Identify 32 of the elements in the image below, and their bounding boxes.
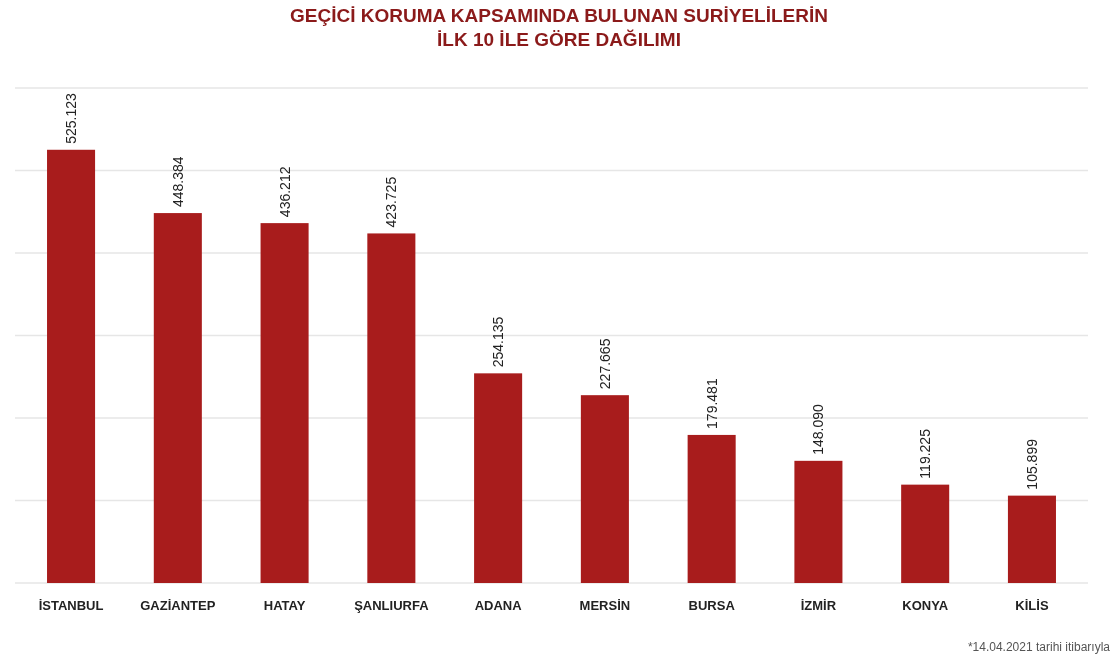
x-tick-label: KİLİS: [1015, 598, 1049, 614]
data-label: 525.123: [63, 92, 80, 144]
x-tick-label: İZMİR: [800, 598, 837, 614]
text: *14.04.2021 tarihi itibarıyla: [967, 640, 1111, 654]
data-label: 105.899: [1023, 438, 1040, 490]
data-label: 436.212: [276, 166, 293, 218]
bar: [47, 149, 96, 583]
bar: [1007, 495, 1056, 583]
data-label: 119.225: [917, 428, 934, 479]
x-tick-label: KONYA: [902, 598, 949, 614]
x-tick-label: MERSİN: [579, 598, 631, 614]
x-tick-label: ŞANLIURFA: [354, 598, 430, 614]
bar: [901, 484, 950, 583]
data-label: 227.665: [596, 338, 613, 390]
x-tick-label: GAZİANTEP: [140, 598, 216, 614]
bar: [367, 233, 416, 583]
data-label: 448.384: [169, 156, 186, 208]
bar: [580, 395, 629, 583]
bar: [474, 373, 523, 583]
x-tick-label: HATAY: [263, 598, 306, 614]
bar: [794, 460, 843, 583]
chart-title: GEÇİCİ KORUMA KAPSAMINDA BULUNAN SURİYELİLERİN İLK 10 İLE GÖRE DAĞILIMI: [290, 5, 828, 50]
data-label: 423.725: [383, 176, 400, 228]
data-label: 148.090: [810, 404, 827, 455]
x-tick-label: BURSA: [688, 598, 736, 614]
bar: [260, 223, 309, 583]
bar: [153, 213, 202, 583]
x-tick-label: ADANA: [474, 598, 523, 614]
data-label: 179.481: [703, 378, 720, 429]
data-label: 254.135: [490, 316, 507, 368]
x-tick-label: İSTANBUL: [38, 598, 104, 614]
bar: [687, 434, 736, 583]
